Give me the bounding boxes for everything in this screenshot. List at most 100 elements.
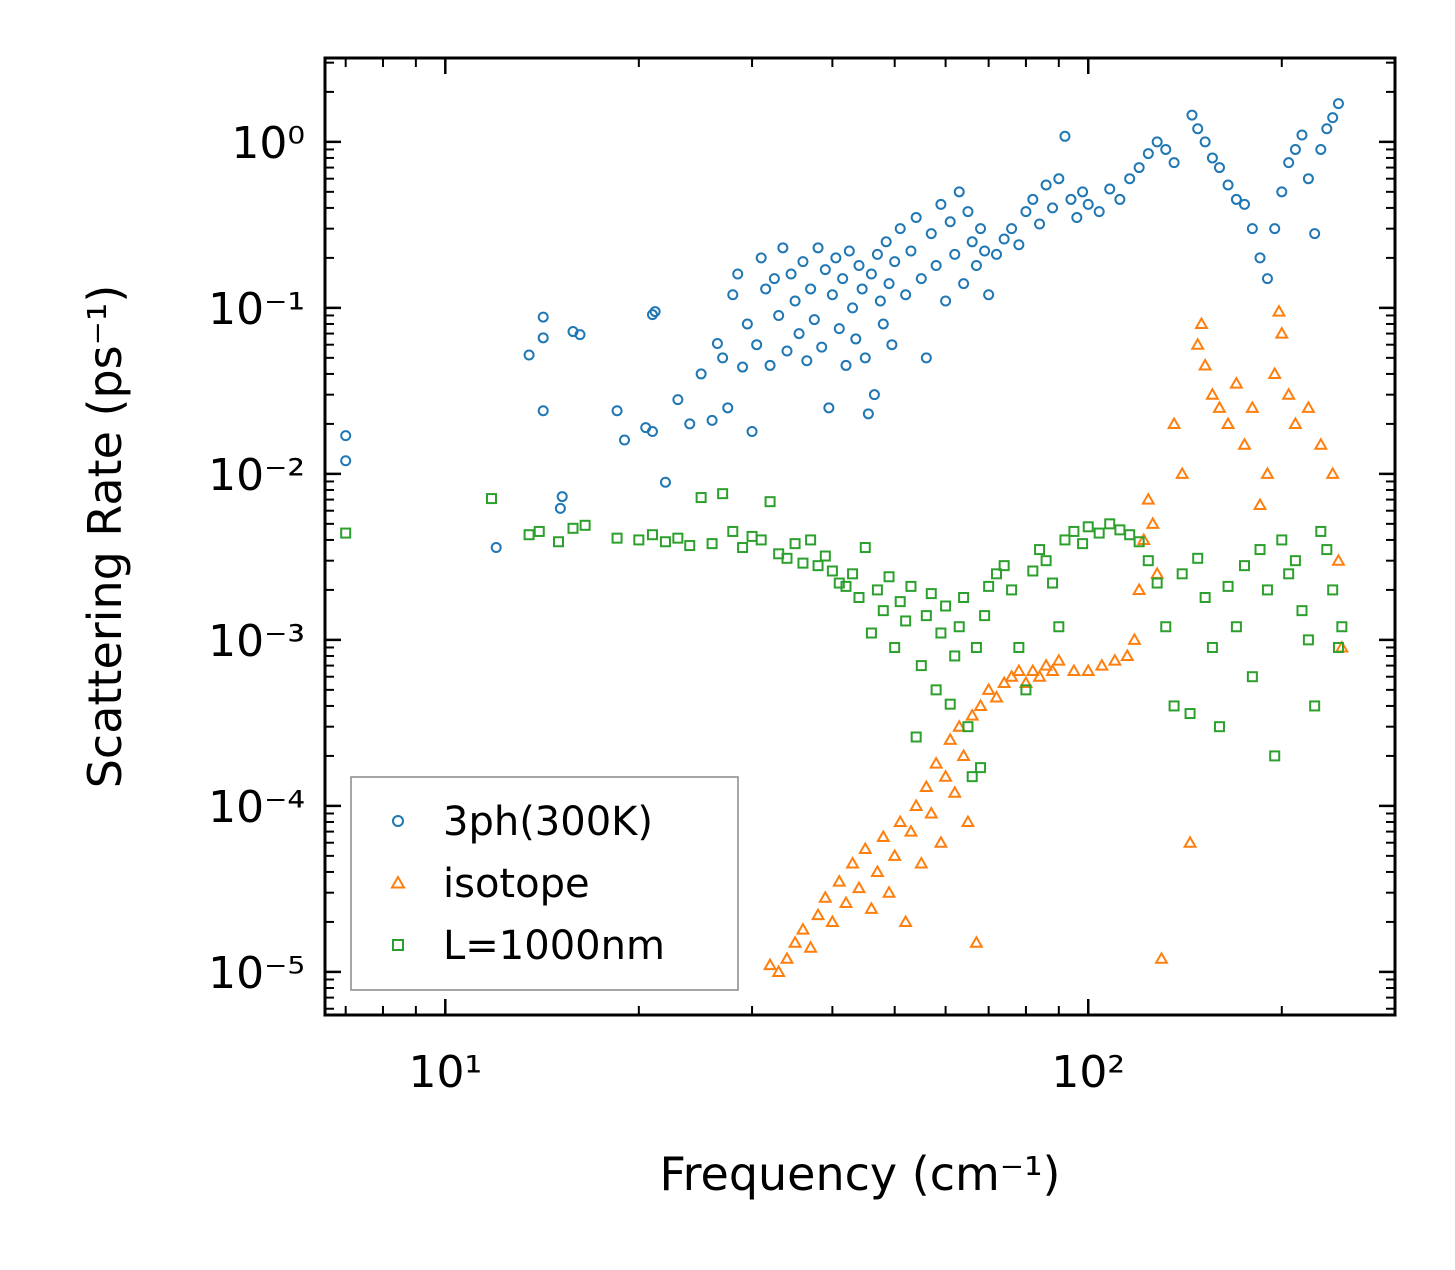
data-point-circle xyxy=(1289,143,1301,155)
data-point-circle xyxy=(1006,223,1018,235)
data-point-triangle xyxy=(1025,663,1040,676)
data-point-triangle xyxy=(787,935,803,948)
legend-label: isotope xyxy=(443,861,590,907)
data-point-circle xyxy=(970,259,982,271)
data-point-circle xyxy=(781,345,793,357)
data-point-square xyxy=(781,552,793,564)
data-point-circle xyxy=(619,434,631,446)
data-point-circle xyxy=(983,289,995,301)
data-point-circle xyxy=(659,476,671,488)
data-point-square xyxy=(966,771,978,783)
data-point-circle xyxy=(785,268,797,280)
data-point-square xyxy=(883,571,895,583)
data-point-square xyxy=(659,536,671,548)
data-point-circle xyxy=(915,273,927,285)
data-point-circle xyxy=(1309,228,1321,240)
data-point-circle xyxy=(1093,206,1105,218)
data-point-triangle xyxy=(1150,566,1165,579)
data-point-triangle xyxy=(845,856,860,869)
data-point-triangle xyxy=(898,914,913,927)
data-point-circle xyxy=(830,252,842,264)
data-point-circle xyxy=(1186,109,1198,121)
data-point-circle xyxy=(797,256,809,268)
data-point-square xyxy=(1034,544,1046,556)
data-point-circle xyxy=(768,273,780,285)
data-point-square xyxy=(1093,527,1105,539)
data-point-circle xyxy=(823,402,835,414)
data-point-circle xyxy=(1199,136,1211,148)
legend-label: 3ph(300K) xyxy=(443,799,653,845)
data-point-square xyxy=(1114,524,1126,536)
data-point-triangle xyxy=(1051,653,1066,666)
data-point-triangle xyxy=(771,964,786,977)
legend-marker-triangle xyxy=(390,874,406,889)
data-point-square xyxy=(998,560,1010,572)
data-point-circle xyxy=(1332,98,1344,110)
data-point-circle xyxy=(737,361,749,373)
data-point-circle xyxy=(1027,193,1039,205)
data-point-triangle xyxy=(876,829,891,842)
data-point-square xyxy=(975,762,987,774)
data-point-square xyxy=(1077,538,1089,550)
data-point-circle xyxy=(966,236,978,248)
data-point-triangle xyxy=(1132,582,1147,595)
data-point-circle xyxy=(1238,198,1250,210)
data-point-square xyxy=(695,492,707,504)
data-point-square xyxy=(1302,634,1314,646)
data-point-circle xyxy=(340,455,352,467)
data-point-triangle xyxy=(1252,497,1268,510)
data-point-triangle xyxy=(903,824,919,837)
data-point-circle xyxy=(646,309,658,321)
data-point-square xyxy=(1289,555,1301,567)
data-point-square xyxy=(1124,529,1136,541)
data-point-triangle xyxy=(956,748,971,761)
data-point-square xyxy=(871,584,883,596)
data-point-square xyxy=(1230,621,1242,633)
data-series xyxy=(340,98,1349,977)
data-point-square xyxy=(953,621,965,633)
data-point-square xyxy=(819,550,831,562)
data-point-square xyxy=(1006,584,1018,596)
data-point-square xyxy=(970,641,982,653)
data-point-triangle xyxy=(1267,366,1282,379)
data-point-square xyxy=(1133,536,1145,548)
data-point-circle xyxy=(684,418,696,430)
data-point-triangle xyxy=(1018,675,1034,689)
data-point-triangle xyxy=(909,798,924,811)
data-point-circle xyxy=(935,198,947,210)
data-point-triangle xyxy=(881,885,897,898)
data-point-circle xyxy=(910,212,922,224)
data-point-square xyxy=(567,522,579,534)
data-point-triangle xyxy=(1175,466,1190,479)
data-point-circle xyxy=(490,542,502,554)
data-point-triangle xyxy=(1331,553,1346,566)
data-point-triangle xyxy=(832,874,847,887)
data-point-circle xyxy=(1315,143,1327,155)
data-point-triangle xyxy=(1004,669,1019,682)
y-tick-labels: 10⁰ 10⁻¹ 10⁻² 10⁻³ 10⁻⁴ 10⁻⁵ xyxy=(208,118,305,999)
data-point-triangle xyxy=(933,835,949,848)
data-point-square xyxy=(1142,555,1154,567)
data-point-circle xyxy=(925,228,937,240)
data-point-square xyxy=(1246,671,1258,683)
data-point-circle xyxy=(537,311,549,323)
data-point-triangle xyxy=(1301,400,1316,413)
data-point-circle xyxy=(1104,183,1116,195)
data-point-circle xyxy=(1047,202,1059,214)
data-point-circle xyxy=(883,278,895,290)
data-point-square xyxy=(1332,641,1344,653)
data-point-circle xyxy=(843,245,855,257)
data-point-triangle xyxy=(1245,400,1260,413)
data-point-triangle xyxy=(952,719,967,732)
data-point-square xyxy=(1013,641,1025,653)
data-point-circle xyxy=(773,309,785,321)
data-point-square xyxy=(1160,621,1172,633)
data-point-square xyxy=(905,580,917,592)
y-tick-label: 10⁰ xyxy=(231,118,305,169)
series-square xyxy=(340,488,1348,783)
data-point-triangle xyxy=(1274,326,1289,339)
legend-marker-circle xyxy=(392,815,404,827)
data-point-triangle xyxy=(981,682,996,695)
data-point-triangle xyxy=(1066,663,1082,676)
